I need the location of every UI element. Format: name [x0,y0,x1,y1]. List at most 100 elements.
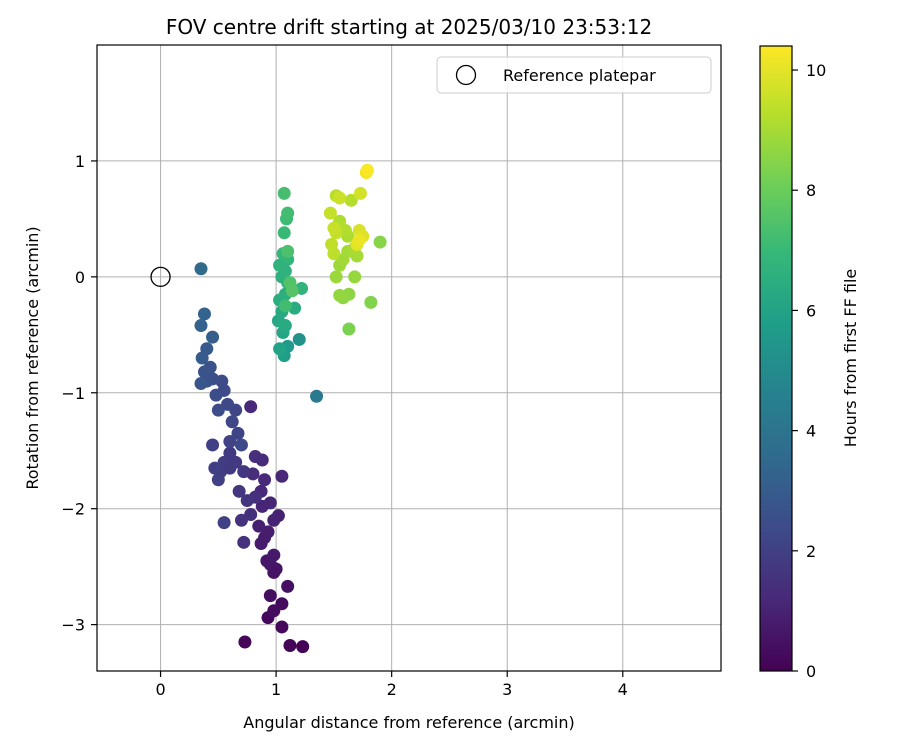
data-point [310,389,324,403]
data-point [197,365,211,379]
data-point [211,473,225,487]
data-point [223,461,237,475]
data-points [194,163,387,654]
data-point [197,307,211,321]
x-tick-label: 3 [502,680,512,699]
data-point [352,233,366,247]
data-point [238,635,252,649]
data-point [273,342,287,356]
data-point [275,620,289,634]
data-point [194,377,208,391]
data-point [277,226,291,240]
colorbar-tick-label: 8 [806,181,816,200]
data-point [263,589,277,603]
data-point [296,640,310,654]
colorbar-gradient [760,46,792,671]
legend-marker [455,64,477,86]
data-point [292,332,306,346]
data-point [333,191,347,205]
data-point [195,351,209,365]
data-point [342,322,356,336]
data-point [278,319,292,333]
y-tick-label: −1 [61,384,85,403]
y-tick-label: 1 [75,152,85,171]
x-tick-label: 4 [618,680,628,699]
data-point [267,548,281,562]
data-point [285,284,299,298]
data-point [237,465,251,479]
data-point [283,638,297,652]
data-point [194,319,208,333]
data-point [240,494,254,508]
data-point [278,299,292,313]
data-point [211,403,225,417]
colorbar-tick-label: 10 [806,61,826,80]
data-point [323,206,337,220]
plot-frame [96,44,722,672]
y-tick-label: −3 [61,616,85,635]
data-point [209,388,223,402]
x-tick-label: 0 [155,680,165,699]
colorbar: 0 2 4 6 8 10 Hours from first FF file [759,45,860,681]
data-point [329,270,343,284]
data-point [325,237,339,251]
y-axis-ticks: 1 0 −1 −2 −3 [61,152,97,635]
data-point [206,438,220,452]
colorbar-tick-label: 6 [806,301,816,320]
data-point [348,270,362,284]
colorbar-tick-label: 0 [806,662,816,681]
colorbar-ticks: 0 2 4 6 8 10 [792,61,826,681]
data-point [360,163,374,177]
legend-box [436,56,712,94]
data-point [244,508,258,521]
y-tick-label: 0 [75,268,85,287]
data-point [234,438,248,452]
data-point [281,579,295,593]
data-point [237,535,251,549]
colorbar-frame [759,45,793,672]
legend: Reference platepar [436,56,712,94]
y-axis-label: Rotation from reference (arcmin) [23,226,42,489]
x-tick-label: 1 [271,680,281,699]
data-point [206,330,220,344]
data-point [263,496,277,510]
data-point [248,450,262,464]
colorbar-tick-label: 4 [806,422,816,441]
data-point [373,235,387,249]
data-point [344,193,358,207]
data-point [258,473,272,487]
data-point [281,244,295,258]
legend-entry: Reference platepar [503,66,656,85]
data-point [281,206,295,220]
x-axis-ticks: 0 1 2 3 4 [155,671,628,699]
data-point [225,415,239,429]
grid-lines [97,45,721,671]
colorbar-label: Hours from first FF file [841,269,860,448]
y-tick-label: −2 [61,500,85,519]
data-point [234,513,248,527]
data-point [261,525,275,539]
x-tick-label: 2 [387,680,397,699]
data-point [223,434,237,448]
data-point [277,186,291,200]
data-point [267,604,281,618]
data-point [231,426,245,440]
data-point [208,461,222,475]
data-point [252,519,266,533]
data-point [327,221,341,235]
data-point [275,469,289,483]
data-point [232,484,246,498]
chart-title: FOV centre drift starting at 2025/03/10 … [166,15,652,39]
colorbar-tick-label: 2 [806,542,816,561]
x-axis-label: Angular distance from reference (arcmin) [243,713,574,732]
data-point [364,295,378,309]
data-point [353,186,367,200]
data-point [221,397,235,411]
data-point [194,262,208,276]
reference-point-marker [150,266,171,288]
data-point [217,516,231,530]
data-point [244,400,258,414]
data-point [267,513,281,527]
data-point [333,288,347,302]
